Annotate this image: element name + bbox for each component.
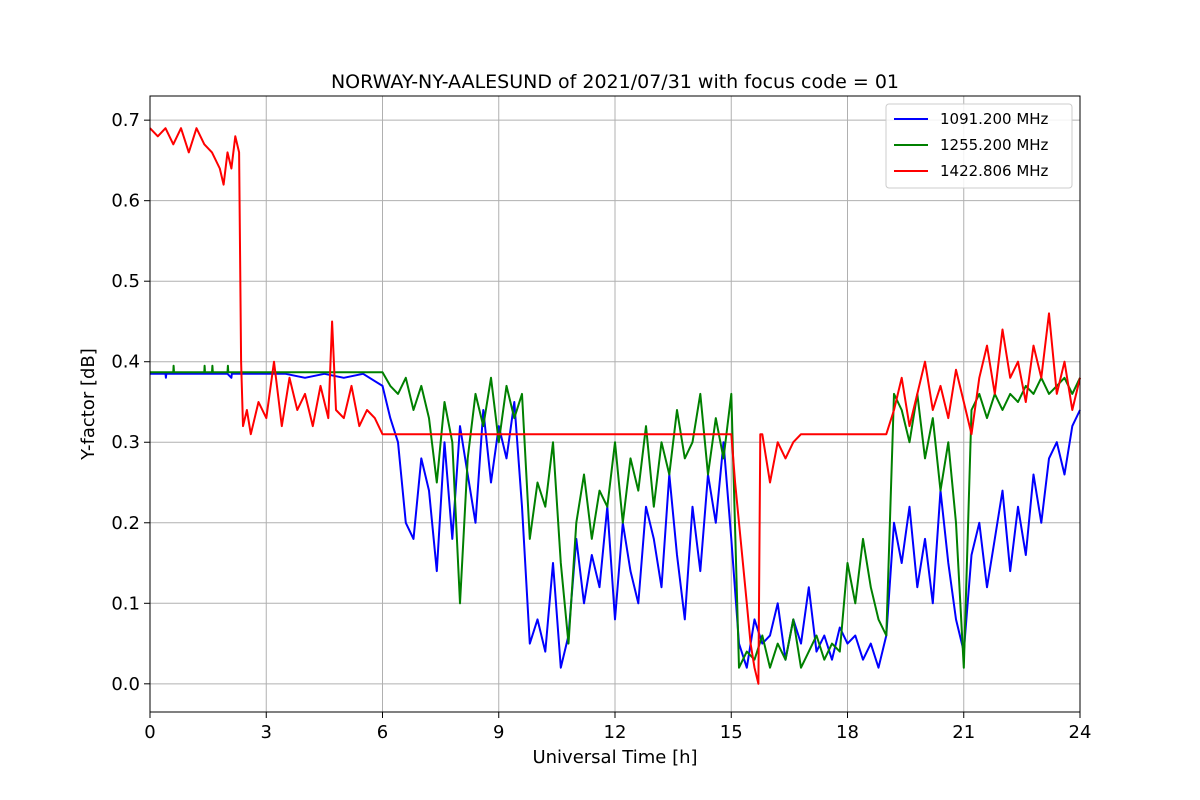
x-tick-label: 6 [377,722,388,743]
legend-label-2: 1255.200 MHz [940,136,1049,154]
y-tick-label: 0.4 [111,352,140,373]
series-line-2 [150,364,1081,669]
y-axis-label: Y-factor [dB] [78,348,99,461]
legend: 1091.200 MHz 1255.200 MHz 1422.806 MHz [885,103,1073,189]
x-axis: 0 3 6 9 12 15 18 21 24 [144,712,1091,743]
x-tick-label: 9 [493,722,504,743]
x-tick-label: 21 [952,722,975,743]
y-tick-label: 0.3 [111,432,140,453]
x-tick-label: 18 [836,722,859,743]
chart-title: NORWAY-NY-AALESUND of 2021/07/31 with fo… [331,71,899,93]
x-axis-label: Universal Time [h] [532,747,697,768]
series-line-1 [150,372,1081,669]
x-tick-label: 15 [720,722,743,743]
legend-label-3: 1422.806 MHz [940,162,1049,180]
x-tick-label: 0 [144,722,155,743]
y-tick-label: 0.6 [111,191,140,212]
x-tick-label: 3 [261,722,272,743]
x-tick-label: 24 [1069,722,1092,743]
y-tick-label: 0.2 [111,513,140,534]
x-tick-label: 12 [604,722,627,743]
legend-box [885,103,1073,189]
y-axis: 0.0 0.1 0.2 0.3 0.4 0.5 0.6 0.7 [111,110,150,695]
legend-label-1: 1091.200 MHz [940,110,1049,128]
series-group [149,127,1081,685]
y-tick-label: 0.7 [111,110,140,131]
y-tick-label: 0.1 [111,593,140,614]
series-line-3 [149,127,1081,685]
y-tick-label: 0.5 [111,271,140,292]
y-tick-label: 0.0 [111,674,140,695]
